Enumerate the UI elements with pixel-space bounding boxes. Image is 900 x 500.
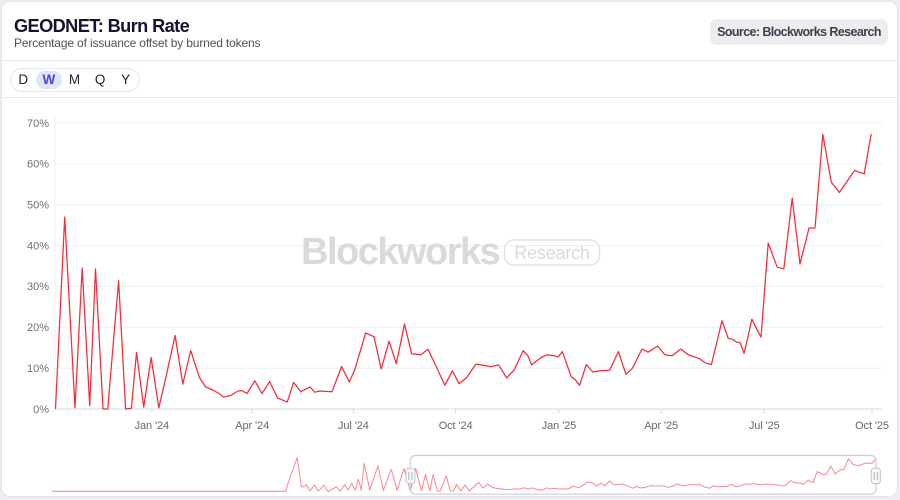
svg-text:Jul '24: Jul '24 (338, 420, 369, 432)
svg-text:Jul '25: Jul '25 (749, 420, 780, 432)
svg-text:20%: 20% (27, 322, 49, 334)
svg-text:Blockworks: Blockworks (301, 231, 500, 273)
svg-text:0%: 0% (33, 404, 49, 416)
svg-text:10%: 10% (27, 363, 49, 375)
svg-text:Jan '25: Jan '25 (542, 420, 576, 432)
svg-text:Oct '25: Oct '25 (855, 420, 889, 432)
svg-text:Apr '24: Apr '24 (235, 420, 269, 432)
svg-text:40%: 40% (27, 240, 49, 252)
svg-text:50%: 50% (27, 200, 49, 212)
svg-text:Oct '24: Oct '24 (439, 420, 473, 432)
svg-text:Jan '24: Jan '24 (135, 420, 169, 432)
svg-text:30%: 30% (27, 281, 49, 293)
svg-text:Research: Research (514, 243, 589, 263)
svg-text:60%: 60% (27, 159, 49, 171)
svg-text:Apr '25: Apr '25 (644, 420, 678, 432)
svg-text:70%: 70% (27, 118, 49, 130)
